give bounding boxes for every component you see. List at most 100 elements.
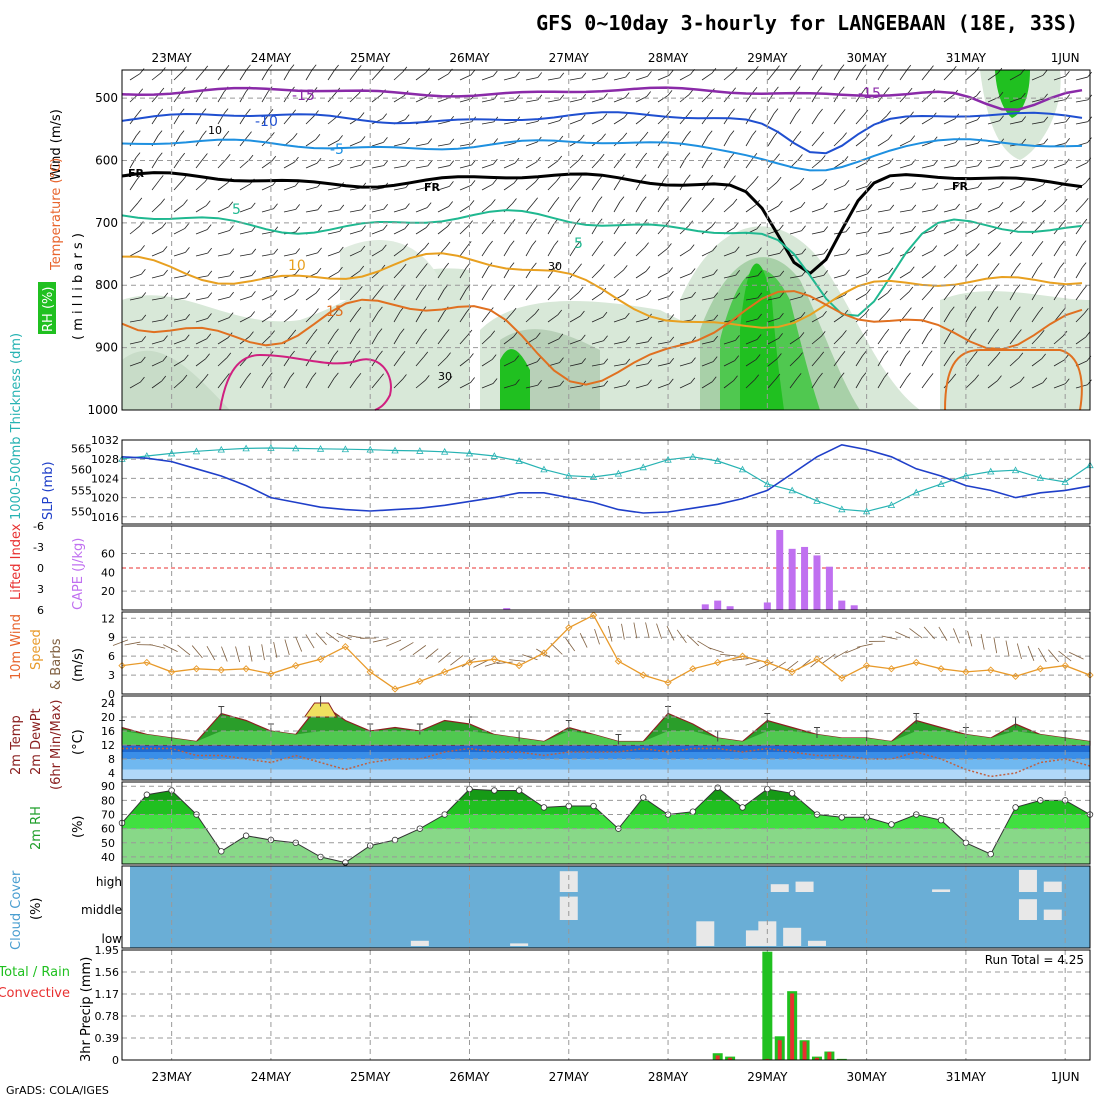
pressure-level-label: 500: [95, 91, 118, 105]
thickness-tick: 560: [71, 463, 92, 476]
lifted-index-ylabel: Lifted Index: [9, 523, 24, 600]
rh-point: [987, 850, 994, 858]
wind-speed-point: [614, 657, 623, 665]
precip-convective-bar: [814, 1057, 819, 1060]
rh-point: [391, 836, 399, 844]
pressure-level-label: 700: [95, 216, 118, 230]
cape-bar: [825, 566, 833, 610]
wind-speed-point: [217, 666, 225, 674]
upper-gridlines: [122, 70, 1090, 411]
cloud-block-high: [559, 871, 578, 892]
top-day-label: 31MAY: [946, 51, 987, 65]
cloud-block-low: [807, 940, 826, 946]
thickness-point: [391, 446, 399, 454]
cloud-block-high: [795, 881, 814, 892]
rh-legend-swatch: [38, 282, 56, 334]
cloud-block-high: [770, 884, 789, 892]
thickness-point: [962, 471, 970, 479]
bottom-day-label: 24MAY: [251, 1070, 292, 1084]
cloud-block-middle: [1018, 899, 1037, 920]
thickness-point: [242, 444, 250, 452]
slp-tick: 1032: [91, 434, 119, 447]
bottom-day-label: 1JUN: [1051, 1070, 1080, 1084]
wind-speed-point: [838, 674, 846, 682]
wind-speed-point: [714, 658, 722, 667]
wind-speed-point: [316, 655, 325, 663]
grads-credit: GrADS: COLA/IGES: [6, 1084, 109, 1097]
top-day-label: 23MAY: [152, 51, 193, 65]
cape-bars: [503, 530, 858, 610]
temp-tick: 8: [108, 753, 115, 766]
contour-label-minus5: -5: [330, 142, 344, 158]
contour-label-5-b: 5: [574, 236, 583, 252]
wind-speed-point: [267, 670, 275, 678]
temp-ylabel-3: (6hr Min/Max): [49, 700, 64, 790]
wind-speed-point: [664, 679, 672, 687]
cloud-block-low: [783, 927, 802, 946]
wind-speed-point: [589, 611, 598, 619]
thickness-point: [341, 445, 350, 453]
rh-tick: 70: [101, 809, 115, 822]
temp-tick: 4: [108, 767, 115, 780]
temperature-contour: [121, 111, 1083, 155]
precip-convective-bar: [715, 1055, 720, 1060]
pressure-level-label: 600: [95, 153, 118, 167]
wind-speed-markers: [118, 611, 1094, 693]
wind-speed-point: [788, 668, 796, 676]
cloud-background: [130, 866, 1090, 948]
cape-ylabel: CAPE (J/kg): [71, 538, 86, 610]
wind-speed-point: [987, 666, 995, 674]
bottom-day-axis-labels: 23MAY 24MAY 25MAY 26MAY 27MAY 28MAY 29MAY 30MAY…: [152, 1070, 1080, 1084]
wind-speed-point: [366, 668, 374, 676]
cape-tick: 40: [101, 566, 115, 579]
contour-label-freezing-a: FR: [128, 167, 145, 180]
thickness-point: [540, 465, 548, 473]
lifted-index-tick: -3: [33, 541, 44, 554]
rh-tick: 60: [101, 823, 115, 836]
rh-tick: 80: [101, 794, 115, 807]
thickness-point: [416, 447, 424, 454]
pressure-level-label: 1000: [87, 403, 118, 417]
wind10m-ylabel-1: 10m Wind: [9, 614, 24, 680]
wind10m-panel: 12 9 6 3 0 10m Wind Speed & Barbs (m/s): [9, 611, 1094, 701]
cloud-block-high: [932, 889, 951, 892]
thickness-tick: 550: [71, 505, 92, 518]
wind-speed-point: [1061, 661, 1069, 670]
precip-total-bar: [762, 951, 773, 1060]
cape-bar: [788, 548, 796, 610]
precip-tick: 1.56: [95, 966, 120, 979]
thickness-point: [689, 452, 697, 460]
rh-point: [515, 787, 523, 794]
cloud-blocks: [410, 869, 1062, 946]
rh-point: [218, 848, 225, 855]
thickness-point: [316, 444, 325, 452]
thickness-point: [1061, 478, 1069, 485]
precip-convective-bar: [827, 1052, 832, 1060]
thickness-line: [121, 447, 1091, 513]
rh-point: [838, 814, 845, 821]
rh-label-30-a: 30: [548, 260, 562, 273]
precip-ylabel-2: Convective: [0, 986, 70, 1001]
wind-speed-point: [490, 655, 498, 663]
cloud-block-high: [1018, 869, 1037, 892]
contour-label-minus15-a: -15: [292, 88, 315, 104]
precip-tick: 1.95: [95, 944, 120, 957]
wind-speed-point: [416, 677, 424, 686]
pressure-level-ticks: 500 600 700 800 900 1000: [87, 91, 118, 417]
wind-speed-point: [937, 665, 945, 673]
wind-speed-point: [639, 671, 647, 679]
cape-li-panel: -6 -3 0 3 6 60 40 20 Lifted Index CAPE (J/kg): [9, 520, 1091, 617]
top-day-label: 30MAY: [846, 51, 887, 65]
rh-point: [242, 832, 250, 839]
lifted-index-tick: 0: [37, 562, 44, 575]
temperature-contours: [121, 86, 1083, 411]
wind-speed-point: [887, 665, 896, 673]
cape-bar: [714, 600, 722, 610]
wind-speed-point: [540, 649, 548, 657]
cape-tick: 20: [101, 585, 115, 598]
cloud-layer-middle: middle: [81, 903, 122, 917]
rh-tick: 40: [101, 851, 115, 864]
wind-speed-line: [121, 614, 1091, 690]
rh-tick: 50: [101, 837, 115, 850]
